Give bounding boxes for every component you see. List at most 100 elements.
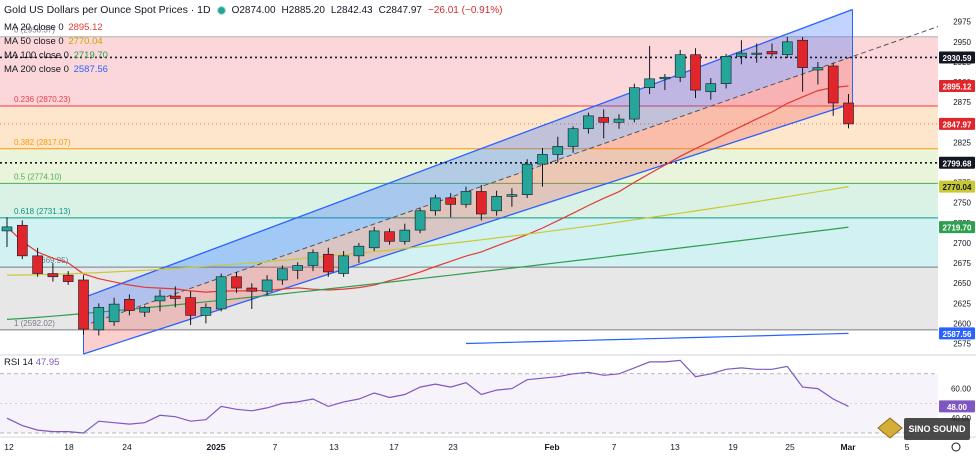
price-tick-label: 2650 — [953, 279, 971, 288]
x-tick-label: 7 — [273, 442, 278, 452]
candle-body — [307, 252, 319, 266]
channel-upper-fill — [83, 9, 853, 326]
price-tag-label: 2799.68 — [943, 159, 972, 168]
candle-body — [766, 51, 778, 55]
channel-mid-line — [83, 26, 939, 327]
price-tick-label: 2825 — [953, 138, 971, 147]
channel-lower-line — [83, 102, 853, 355]
candle-body — [93, 307, 105, 331]
ma20-value: 2895.12 — [68, 22, 103, 33]
candle-body — [32, 255, 43, 274]
price-tag-label: 2719.70 — [943, 224, 972, 233]
ma200-value: 2587.56 — [73, 64, 108, 75]
candle-body — [445, 197, 457, 205]
fib-level-label: 0.236 (2870.23) — [14, 95, 71, 104]
candle-body — [674, 54, 686, 78]
close-value: C2847.97 — [378, 5, 422, 16]
rsi-tick-label: 60.00 — [951, 385, 972, 394]
candle-body — [246, 287, 258, 292]
fib-level-label: 0 (2956.37) — [14, 26, 55, 35]
fib-level-label: 0.5 (2774.10) — [14, 172, 62, 181]
x-tick-label: 24 — [122, 442, 132, 452]
candle-body — [108, 303, 120, 323]
candle-body — [843, 102, 854, 125]
candle-body — [185, 297, 196, 316]
channel-lower-fill — [83, 56, 853, 354]
candle-body — [644, 78, 655, 88]
brand-logo-text: SINO SOUND — [908, 424, 966, 434]
candle-body — [506, 194, 518, 197]
price-tick-label: 2700 — [953, 239, 971, 248]
x-tick-label: 5 — [905, 442, 910, 452]
settings-icon-ring — [951, 442, 961, 452]
fib-zone — [0, 36, 938, 107]
candle-body — [583, 115, 594, 130]
candle-body — [16, 224, 28, 257]
candle-body — [720, 56, 732, 84]
x-tick-label: 13 — [670, 442, 680, 452]
high-value: H2885.20 — [281, 5, 325, 16]
price-tick-label: 2950 — [953, 38, 971, 47]
ma50-legend[interactable]: MA 50 close 0 2770.04 — [4, 35, 503, 48]
rsi-tag-label: 48.00 — [947, 403, 968, 412]
candle-body — [261, 279, 273, 292]
x-tick-label: 25 — [785, 442, 795, 452]
price-tag-bg — [939, 51, 975, 64]
candle-body — [78, 279, 89, 330]
candle-body — [598, 117, 610, 123]
x-tick-label: Feb — [544, 442, 559, 452]
price-axis-bg — [938, 0, 976, 437]
price-tag-bg — [939, 79, 975, 92]
candle-body — [460, 191, 472, 205]
candle-body — [812, 67, 824, 71]
candle-body — [659, 76, 671, 80]
candle-body — [491, 196, 502, 212]
candle-body — [690, 54, 701, 91]
ma100-legend[interactable]: MA 100 close 0 2719.70 — [4, 49, 503, 62]
candle-body — [781, 41, 793, 56]
price-tag-label: 2930.59 — [943, 54, 972, 63]
candle-body — [47, 273, 59, 278]
price-tag-label: 2770.04 — [943, 183, 972, 192]
settings-icon[interactable] — [951, 442, 961, 452]
candle-body — [124, 298, 135, 311]
rsi-legend-value: 47.95 — [35, 357, 60, 368]
price-tick-label: 2750 — [953, 199, 971, 208]
candle-body — [475, 191, 487, 215]
fib-zone — [0, 217, 938, 268]
candle-body — [368, 230, 380, 249]
price-tag-bg — [939, 221, 975, 234]
brand-logo-bg — [904, 418, 970, 440]
ma20-legend[interactable]: MA 20 close 0 2895.12 — [4, 21, 503, 34]
rsi-label: RSI 14 — [4, 357, 34, 368]
change-value: −26.01 (−0.91%) — [428, 5, 503, 16]
fib-level-label: 1 (2592.02) — [14, 319, 55, 328]
brand-logo: SINO SOUND — [877, 417, 970, 440]
candle-body — [231, 276, 242, 289]
candle-body — [797, 39, 808, 68]
candle-body — [736, 52, 747, 57]
symbol-title[interactable]: Gold US Dollars per Ounce Spot Prices · … — [4, 4, 211, 16]
candle-body — [430, 197, 441, 212]
ma50-label: MA 50 close 0 — [4, 36, 64, 47]
x-tick-label: 19 — [728, 442, 738, 452]
candle-body — [62, 274, 74, 282]
candle-body — [200, 307, 212, 316]
candle-body — [751, 52, 763, 55]
candle-body — [537, 154, 548, 165]
candle-body — [552, 146, 564, 155]
candle-body — [628, 87, 640, 120]
candle-body — [170, 295, 181, 299]
candle-body — [292, 265, 304, 271]
ma200-legend[interactable]: MA 200 close 0 2587.56 — [4, 63, 503, 76]
x-tick-label: Mar — [840, 442, 856, 452]
rsi-legend[interactable]: RSI 14 47.95 — [4, 357, 59, 368]
price-tag-label: 2847.97 — [943, 120, 972, 129]
market-status-icon — [216, 6, 226, 15]
ma50-line — [6, 186, 849, 276]
candle-body — [277, 268, 288, 281]
candle-body — [1, 226, 13, 232]
price-tag-bg — [939, 180, 975, 193]
candle-body — [384, 231, 395, 242]
